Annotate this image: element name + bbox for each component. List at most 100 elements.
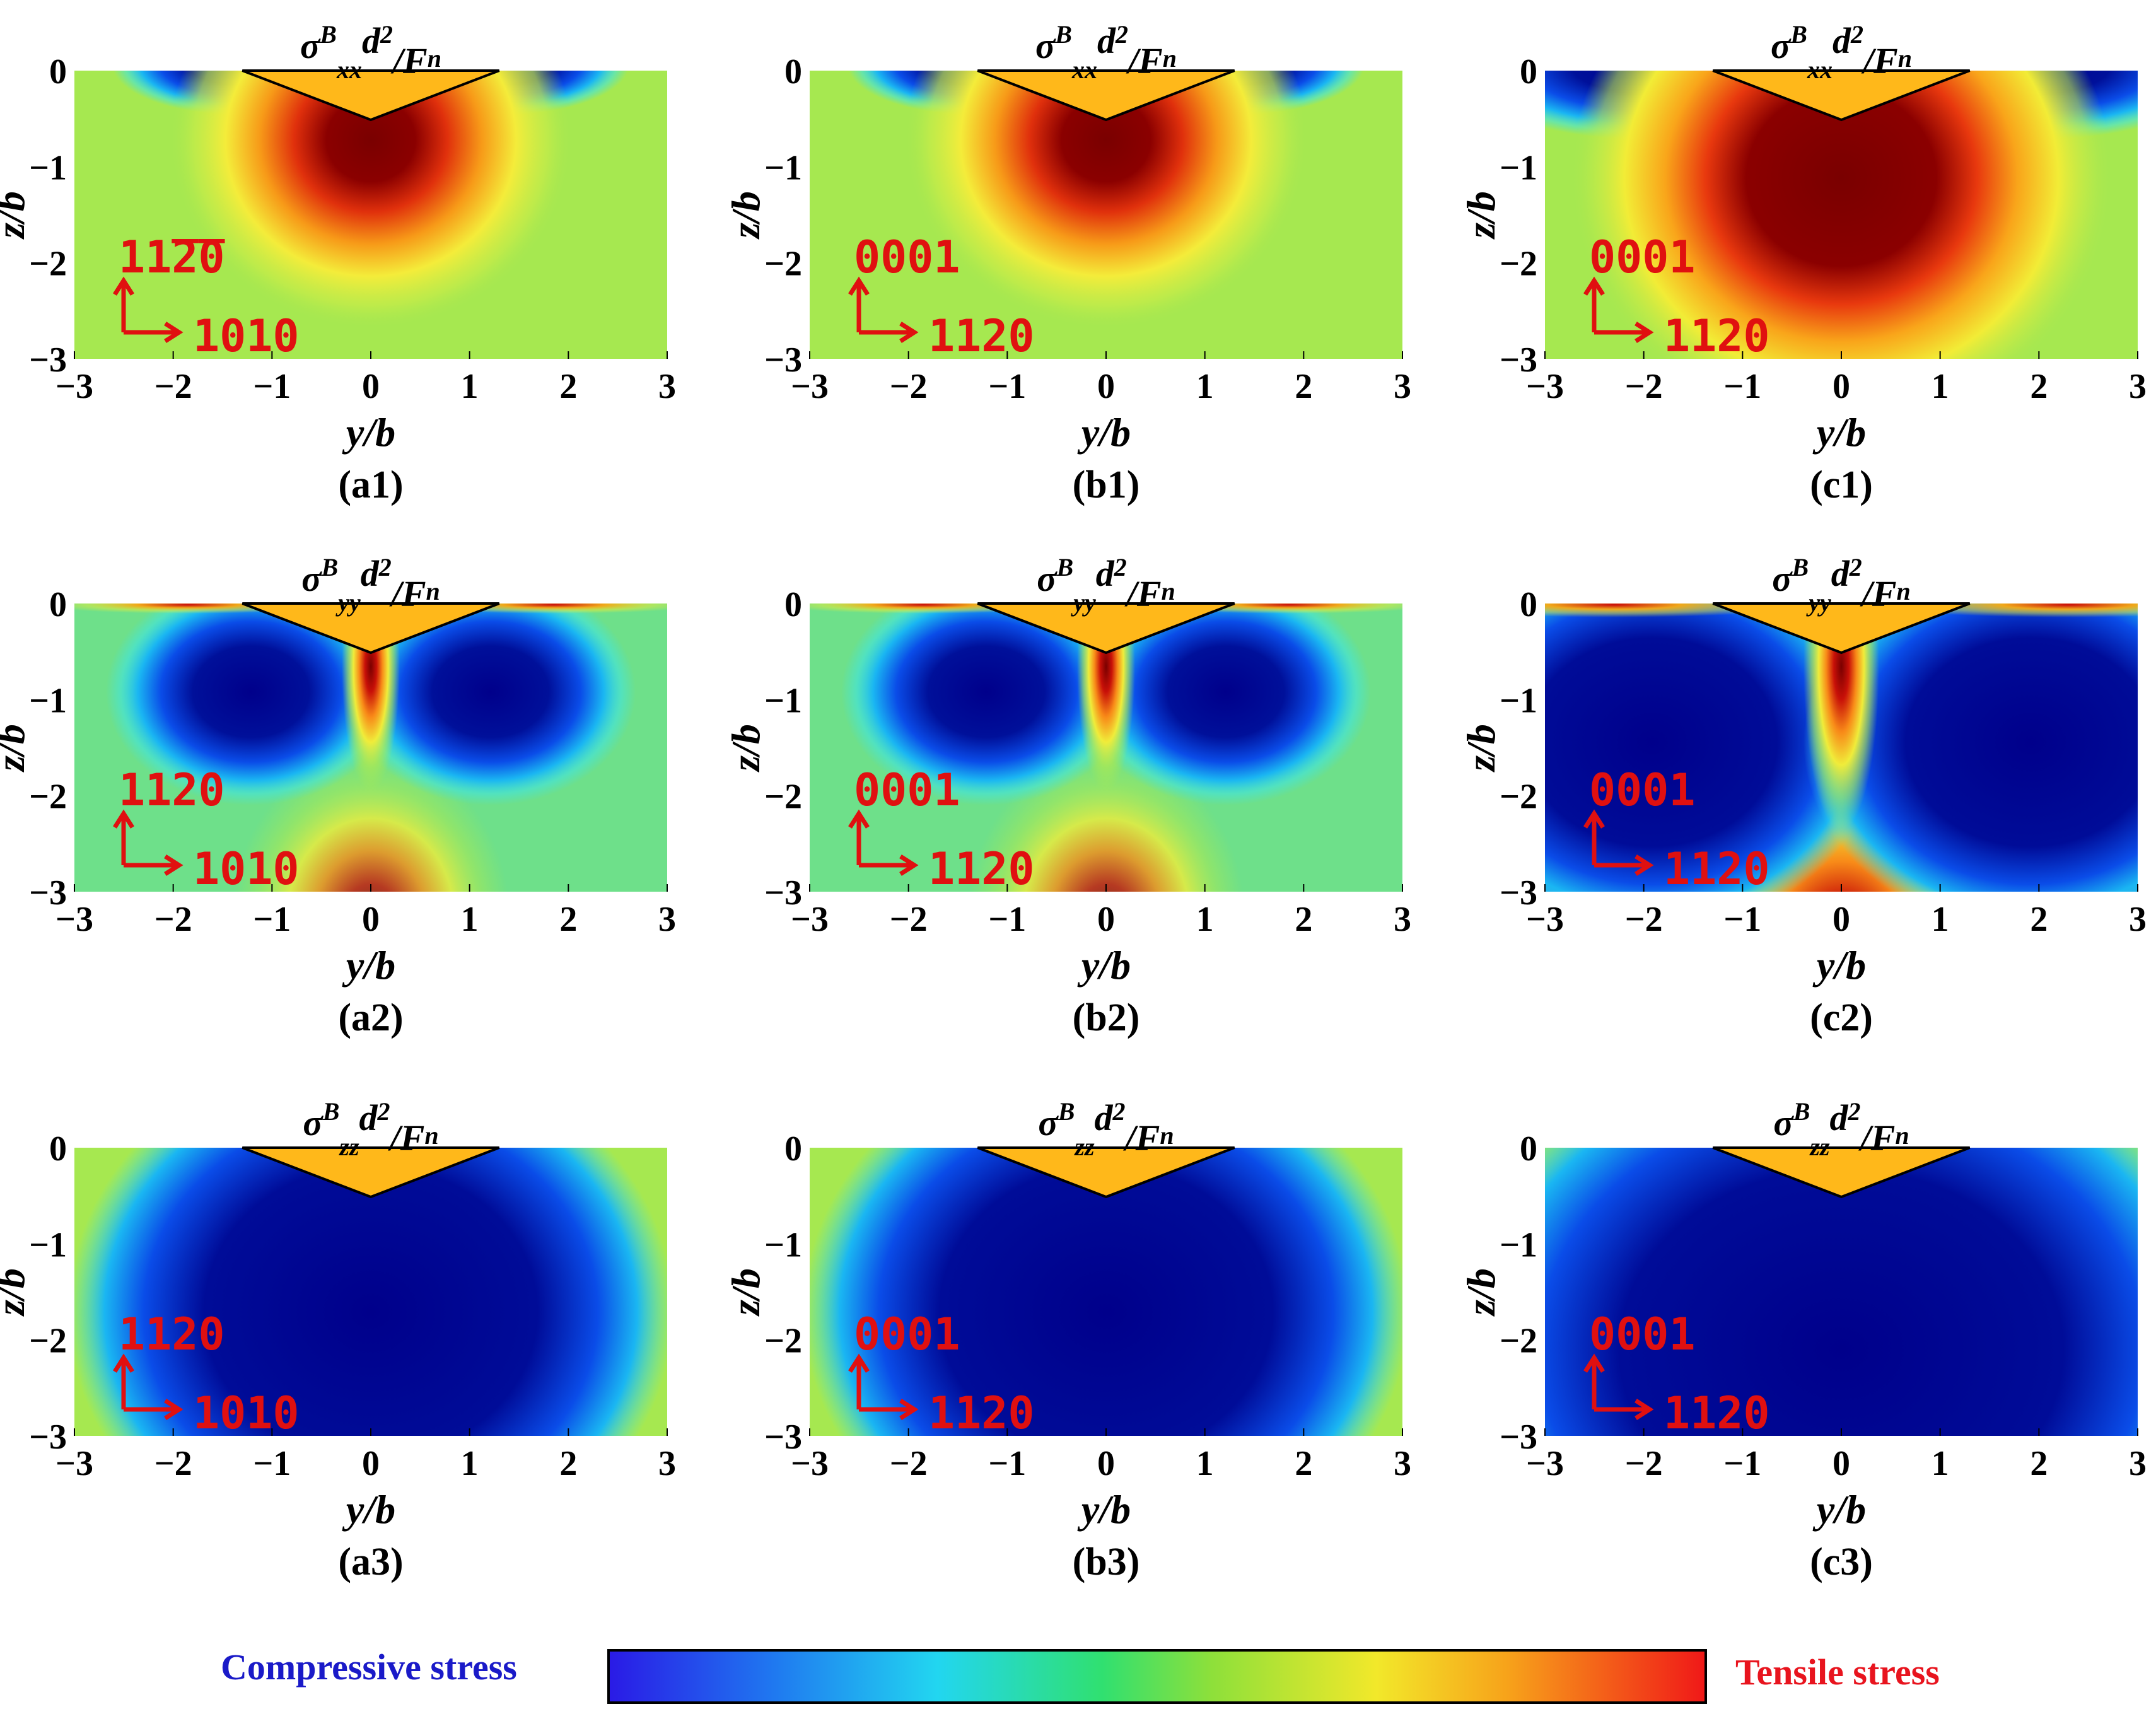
horizontal-direction-index: 1010 — [193, 1387, 300, 1439]
crystal-orientation: 0001 1120 — [1583, 764, 1770, 895]
vertical-direction-index: 0001 — [1589, 1309, 1696, 1360]
crystal-orientation: 0001 1120 — [1583, 231, 1770, 362]
x-tick-label: 0 — [1097, 367, 1115, 406]
horizontal-direction-index: 1120 — [1664, 843, 1770, 895]
x-tick-label: −3 — [791, 900, 829, 939]
x-tick-label: 1 — [1196, 1444, 1214, 1483]
horizontal-direction-index: 1120 — [1664, 310, 1770, 362]
x-tick-label: 2 — [559, 900, 577, 939]
crystal-orientation: 0001 1120 — [1583, 1309, 1770, 1439]
panel-caption: (c1) — [1810, 463, 1873, 506]
x-tick-label: 3 — [658, 1444, 676, 1483]
panel-a1: σBxxd2/Fn −3 −2 −1 0 1 2 3 0 −1 −2 −3 y/b z/b (a1) 11̅2… — [0, 20, 676, 506]
x-tick-label: −2 — [1625, 367, 1663, 406]
compressive-bulb — [1545, 1148, 2138, 1436]
x-tick-label: 1 — [461, 367, 479, 406]
horizontal-direction-index: 1120 — [928, 1387, 1035, 1439]
y-tick-label: 0 — [784, 52, 802, 91]
x-tick-label: 3 — [2129, 367, 2147, 406]
x-tick-label: 1 — [461, 1444, 479, 1483]
crystal-orientation: 11̅2̅0 1010 — [113, 231, 300, 362]
x-tick-label: 2 — [2030, 367, 2048, 406]
panel-caption: (a1) — [338, 463, 403, 506]
panel-caption: (c3) — [1810, 1541, 1873, 1583]
panel-title: σBxxd2/Fn — [300, 20, 441, 84]
panel-caption: (c2) — [1810, 996, 1873, 1039]
axes: −3 −2 −1 0 1 2 3 0 −1 −2 −3 — [1500, 1129, 2147, 1483]
y-tick-label: 0 — [784, 1129, 802, 1169]
colorbar-left-label: Compressive stress — [221, 1647, 517, 1688]
x-tick-label: 2 — [1295, 367, 1312, 406]
y-axis-label: z/b — [0, 724, 33, 772]
y-tick-label: −1 — [1500, 148, 1537, 187]
axes: −3 −2 −1 0 1 2 3 0 −1 −2 −3 — [29, 585, 676, 939]
y-tick-label: −2 — [1500, 245, 1537, 284]
y-tick-label: −1 — [29, 681, 67, 720]
panel-title: σByyd2/Fn — [1037, 553, 1175, 617]
tensile-core — [169, 71, 573, 329]
y-tick-label: −2 — [29, 245, 67, 284]
vertical-direction-index: 1120 — [119, 1309, 225, 1360]
panel-a3: σBzzd2/Fn −3 −2 −1 0 1 2 3 0 −1 −2 −3 y/b z/b (a3) 1120… — [0, 1097, 676, 1583]
y-axis-label: z/b — [1459, 724, 1503, 772]
x-tick-label: 1 — [1932, 1444, 1949, 1483]
x-tick-label: −2 — [154, 367, 192, 406]
crystal-orientation: 0001 1120 — [848, 764, 1035, 895]
x-tick-label: 2 — [1295, 1444, 1312, 1483]
horizontal-direction-arrow — [1594, 854, 1654, 876]
panel-title: σBxxd2/Fn — [1035, 20, 1177, 84]
indenter-triangle — [242, 602, 500, 655]
x-tick-label: 0 — [362, 900, 380, 939]
tensile-core — [1803, 603, 1879, 831]
panel-a2: σByyd2/Fn −3 −2 −1 0 1 2 3 0 −1 −2 −3 y/b z/b (a2) 1120… — [0, 553, 676, 1039]
compressive-lobe — [1803, 603, 2138, 892]
tensile-core — [342, 603, 400, 793]
y-tick-label: −2 — [764, 245, 802, 284]
horizontal-direction-index: 1120 — [928, 843, 1035, 895]
colorbar-right-label: Tensile stress — [1735, 1652, 1940, 1693]
y-tick-label: 0 — [1520, 1129, 1537, 1169]
y-axis-label: z/b — [1459, 191, 1503, 240]
y-tick-label: −3 — [764, 341, 802, 380]
x-tick-label: 3 — [658, 367, 676, 406]
vertical-direction-index: 0001 — [854, 231, 960, 283]
x-tick-label: 3 — [1394, 900, 1411, 939]
y-tick-label: −1 — [29, 148, 67, 187]
y-tick-label: −3 — [29, 1418, 67, 1457]
x-tick-label: −2 — [1625, 900, 1663, 939]
x-axis-label: y/b — [1077, 943, 1131, 988]
x-tick-label: 2 — [2030, 900, 2048, 939]
axes: −3 −2 −1 0 1 2 3 0 −1 −2 −3 — [1500, 52, 2147, 406]
y-axis-label: z/b — [723, 1268, 768, 1317]
y-tick-label: −2 — [1500, 778, 1537, 817]
panel-c1: σBxxd2/Fn −3 −2 −1 0 1 2 3 0 −1 −2 −3 y/b z/b (c1) 0001… — [1459, 20, 2147, 506]
tensile-core — [1570, 71, 2112, 359]
x-tick-label: −2 — [154, 900, 192, 939]
panel-title: σBzzd2/Fn — [1773, 1097, 1909, 1161]
compressive-bulb — [810, 1148, 1402, 1436]
compressive-lobe — [1545, 603, 1879, 892]
y-tick-label: −3 — [29, 341, 67, 380]
axes: −3 −2 −1 0 1 2 3 0 −1 −2 −3 — [1500, 585, 2147, 939]
x-tick-label: 3 — [658, 900, 676, 939]
y-tick-label: 0 — [49, 52, 67, 91]
axes: −3 −2 −1 0 1 2 3 0 −1 −2 −3 — [764, 585, 1411, 939]
x-tick-label: 0 — [362, 1444, 380, 1483]
indenter-triangle — [977, 1146, 1235, 1199]
x-tick-label: −3 — [791, 1444, 829, 1483]
vertical-direction-arrow — [848, 276, 870, 332]
y-tick-label: −3 — [764, 873, 802, 912]
compressive-lobe — [1081, 603, 1371, 805]
horizontal-direction-index: 1120 — [1664, 1387, 1770, 1439]
y-tick-label: −1 — [1500, 1225, 1537, 1264]
x-tick-label: −3 — [791, 367, 829, 406]
x-tick-label: −1 — [988, 900, 1026, 939]
crystal-orientation: 0001 1120 — [848, 1309, 1035, 1439]
y-tick-label: −3 — [764, 1418, 802, 1457]
panel-c2: σByyd2/Fn −3 −2 −1 0 1 2 3 0 −1 −2 −3 y/b z/b (c2) 0001… — [1459, 553, 2147, 1039]
panel-b3: σBzzd2/Fn −3 −2 −1 0 1 2 3 0 −1 −2 −3 y/b z/b (b3) 0001… — [723, 1097, 1411, 1583]
y-axis-label: z/b — [723, 724, 768, 772]
y-tick-label: −1 — [764, 148, 802, 187]
x-tick-label: 2 — [559, 367, 577, 406]
vertical-direction-index: 0001 — [854, 764, 960, 816]
